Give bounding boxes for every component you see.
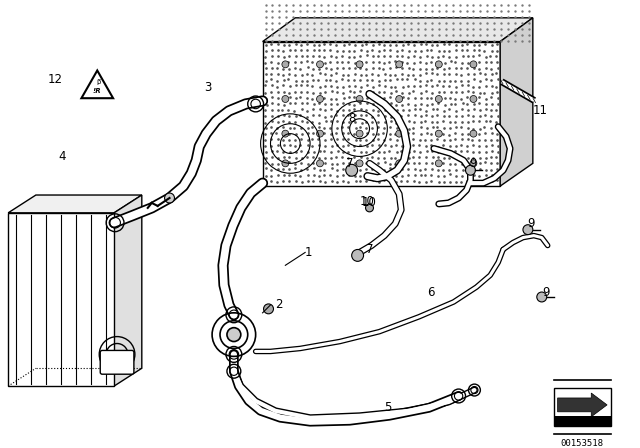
Circle shape	[435, 130, 442, 137]
FancyBboxPatch shape	[100, 350, 134, 374]
Text: 10: 10	[360, 195, 375, 208]
Circle shape	[351, 250, 364, 261]
Polygon shape	[500, 18, 533, 186]
Circle shape	[164, 193, 175, 203]
Text: !R: !R	[93, 88, 102, 94]
Circle shape	[523, 225, 533, 235]
Text: 00153518: 00153518	[561, 439, 604, 448]
Circle shape	[356, 95, 363, 103]
Circle shape	[282, 130, 289, 137]
Circle shape	[317, 95, 323, 103]
Circle shape	[396, 160, 403, 167]
Circle shape	[282, 61, 289, 68]
Text: 9: 9	[542, 285, 550, 298]
Text: 1: 1	[305, 246, 312, 259]
Circle shape	[317, 130, 323, 137]
Circle shape	[227, 327, 241, 341]
Polygon shape	[8, 195, 142, 213]
Polygon shape	[114, 195, 142, 386]
Circle shape	[470, 130, 477, 137]
Circle shape	[282, 160, 289, 167]
Text: 7: 7	[346, 157, 353, 170]
Text: 10: 10	[362, 196, 377, 210]
Circle shape	[465, 165, 476, 175]
Circle shape	[346, 164, 358, 176]
Circle shape	[365, 204, 374, 212]
Circle shape	[470, 95, 477, 103]
Text: 4: 4	[59, 150, 67, 163]
Polygon shape	[554, 416, 611, 426]
Polygon shape	[262, 42, 500, 186]
Text: 12: 12	[47, 73, 62, 86]
Text: 6: 6	[427, 285, 435, 298]
Polygon shape	[81, 70, 113, 98]
Text: 8: 8	[348, 112, 355, 125]
Circle shape	[356, 61, 363, 68]
Text: 2: 2	[275, 298, 282, 311]
FancyBboxPatch shape	[8, 213, 114, 386]
Polygon shape	[557, 393, 607, 417]
Circle shape	[470, 61, 477, 68]
Text: 9: 9	[470, 157, 477, 170]
Text: β: β	[96, 79, 100, 85]
Text: 5: 5	[383, 401, 391, 414]
Circle shape	[356, 160, 363, 167]
Circle shape	[396, 95, 403, 103]
Circle shape	[356, 130, 363, 137]
Polygon shape	[262, 18, 533, 42]
Circle shape	[396, 130, 403, 137]
Circle shape	[317, 61, 323, 68]
Circle shape	[435, 61, 442, 68]
Circle shape	[282, 95, 289, 103]
Circle shape	[537, 292, 547, 302]
Text: 3: 3	[204, 81, 212, 94]
Circle shape	[435, 160, 442, 167]
Polygon shape	[554, 388, 611, 426]
Text: 7: 7	[365, 243, 373, 256]
Circle shape	[470, 160, 477, 167]
Circle shape	[264, 304, 273, 314]
Text: 11: 11	[532, 104, 547, 117]
Circle shape	[317, 160, 323, 167]
Circle shape	[435, 95, 442, 103]
Circle shape	[396, 61, 403, 68]
Text: 9: 9	[527, 217, 534, 230]
